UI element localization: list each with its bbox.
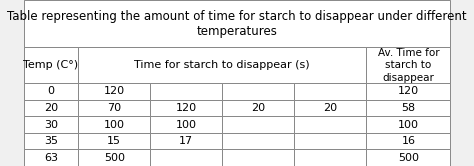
Text: 0: 0 [47,86,55,96]
Bar [24,0,450,47]
Text: 500: 500 [104,153,125,163]
Bar [366,83,450,100]
Text: 16: 16 [401,136,415,146]
Bar [150,149,222,166]
Bar [150,133,222,149]
Text: 500: 500 [398,153,419,163]
Text: Temp (C°): Temp (C°) [23,60,79,70]
Bar [294,149,366,166]
Text: 63: 63 [44,153,58,163]
Bar [24,47,78,83]
Bar [294,83,366,100]
Bar [78,83,150,100]
Text: 120: 120 [104,86,125,96]
Bar [366,133,450,149]
Text: 120: 120 [398,86,419,96]
Text: 100: 100 [398,120,419,129]
Text: Time for starch to disappear (s): Time for starch to disappear (s) [135,60,310,70]
Bar [78,133,150,149]
Bar [294,116,366,133]
Bar [78,116,150,133]
Text: 70: 70 [107,103,121,113]
Bar [78,100,150,116]
Bar [24,149,78,166]
Bar [294,133,366,149]
Bar [150,116,222,133]
Bar [366,47,450,83]
Bar [366,116,450,133]
Text: 20: 20 [323,103,337,113]
Text: 30: 30 [44,120,58,129]
Text: 100: 100 [104,120,125,129]
Text: 17: 17 [179,136,193,146]
Text: 100: 100 [176,120,197,129]
Bar [78,47,366,83]
Bar [366,149,450,166]
Bar [366,100,450,116]
Text: 35: 35 [44,136,58,146]
Bar [24,116,78,133]
Text: 120: 120 [176,103,197,113]
Text: 58: 58 [401,103,415,113]
Bar [222,100,294,116]
Bar [222,116,294,133]
Bar [222,149,294,166]
Text: Av. Time for
starch to
disappear: Av. Time for starch to disappear [377,48,439,83]
Bar [222,83,294,100]
Bar [222,133,294,149]
Text: 20: 20 [251,103,265,113]
Bar [24,133,78,149]
Bar [78,149,150,166]
Text: Table representing the amount of time for starch to disappear under different
te: Table representing the amount of time fo… [7,10,467,38]
Bar [150,100,222,116]
Bar [24,83,78,100]
Text: 15: 15 [107,136,121,146]
Bar [24,100,78,116]
Bar [24,47,450,83]
Bar [150,83,222,100]
Bar [294,100,366,116]
Text: 20: 20 [44,103,58,113]
